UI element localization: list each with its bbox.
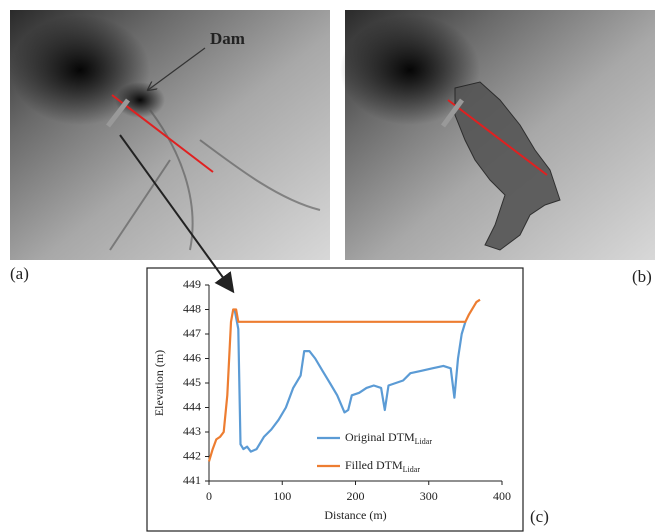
y-tick-label: 442 [183, 448, 201, 462]
pointer-arrow [119, 134, 235, 294]
panel-label-c: (c) [530, 507, 549, 526]
legend-name: Filled DTM [345, 458, 403, 472]
chart: 441 442 443 444 445 446 447 448 449 0 100 200 300 400… [152, 277, 511, 522]
x-tick-label: 400 [493, 489, 511, 503]
y-tick-label: 441 [183, 473, 201, 487]
y-tick-label: 448 [183, 301, 201, 315]
series-line [233, 309, 467, 453]
chart-frame [146, 267, 524, 532]
legend-subscript: Lidar [403, 465, 421, 474]
y-tick-label: 444 [183, 399, 201, 413]
x-tick-label: 0 [206, 489, 212, 503]
legend-name: Original DTM [345, 430, 415, 444]
legend-label: Original DTMLidar [345, 430, 432, 446]
y-tick-label: 443 [183, 424, 201, 438]
dam-label: Dam [210, 29, 245, 48]
y-axis-title: Elevation (m) [152, 350, 166, 416]
x-axis-title: Distance (m) [324, 508, 386, 522]
panel-label-a: (a) [10, 264, 29, 283]
dem-image-b [340, 10, 655, 260]
x-tick-label: 200 [347, 489, 365, 503]
legend-label: Filled DTMLidar [345, 458, 420, 474]
x-tick-label: 300 [420, 489, 438, 503]
series-line [207, 298, 481, 462]
y-tick-label: 446 [183, 350, 201, 364]
x-tick-label: 100 [273, 489, 291, 503]
legend-subscript: Lidar [415, 437, 433, 446]
y-tick-label: 449 [183, 277, 201, 291]
y-tick-label: 445 [183, 375, 201, 389]
y-tick-label: 447 [183, 326, 201, 340]
panel-label-b: (b) [632, 267, 652, 286]
dem-image-a: Dam [10, 10, 330, 260]
